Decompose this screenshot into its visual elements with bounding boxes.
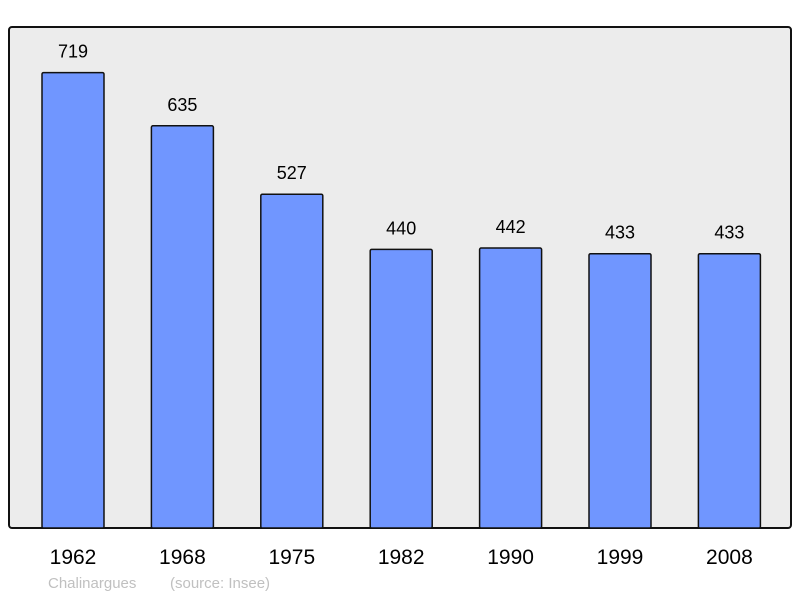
x-tick-label-1962: 1962 xyxy=(50,546,97,569)
data-label-1982: 440 xyxy=(386,218,416,238)
data-label-1990: 442 xyxy=(496,217,526,237)
data-label-1999: 433 xyxy=(605,223,635,243)
bar-1975 xyxy=(260,193,324,529)
bar-1999 xyxy=(588,252,652,529)
footer-source: (source: Insee) xyxy=(170,575,271,592)
footer-place: Chalinargues xyxy=(48,575,137,592)
x-tick-label-2008: 2008 xyxy=(706,546,753,569)
bar-1968 xyxy=(150,125,215,529)
data-label-1968: 635 xyxy=(167,95,197,115)
data-label-2008: 433 xyxy=(714,223,744,243)
bar-2008 xyxy=(697,252,762,529)
bar-1990 xyxy=(478,247,543,529)
x-tick-label-1975: 1975 xyxy=(268,546,315,569)
data-label-1975: 527 xyxy=(277,163,307,183)
data-label-1962: 719 xyxy=(58,42,88,62)
x-tick-label-1999: 1999 xyxy=(597,546,644,569)
x-tick-label-1990: 1990 xyxy=(487,546,534,569)
x-tick-label-1968: 1968 xyxy=(159,546,206,569)
bar-1962 xyxy=(41,71,105,529)
bar-1982 xyxy=(369,248,433,529)
x-tick-label-1982: 1982 xyxy=(378,546,425,569)
